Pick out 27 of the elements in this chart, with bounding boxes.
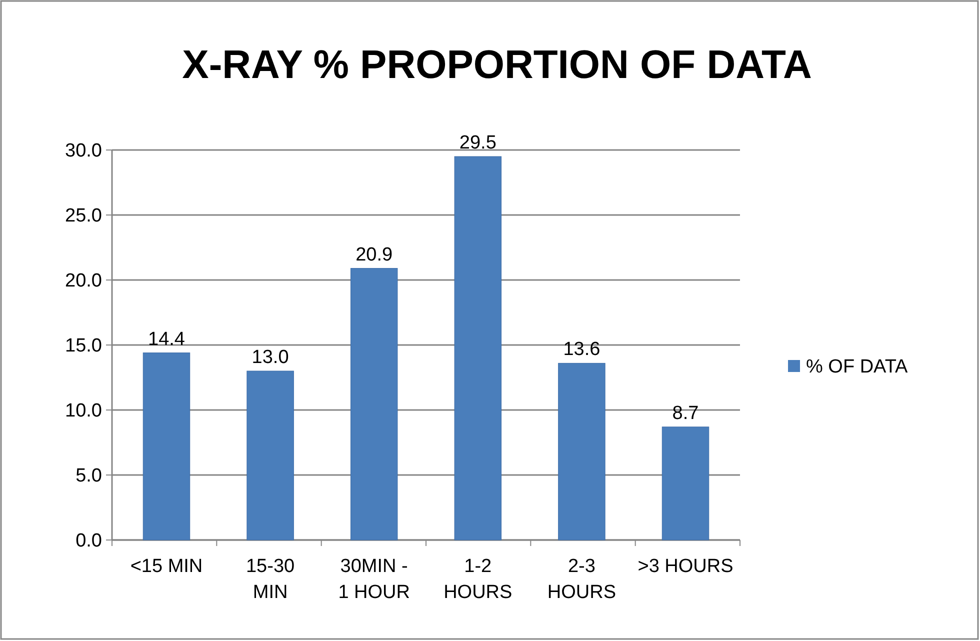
x-tick-label: 15-30 MIN: [246, 556, 295, 603]
x-tick-label: 1-2 HOURS: [444, 556, 512, 603]
y-tick-label: 15.0: [65, 336, 102, 357]
bar: [246, 370, 294, 540]
y-tick-label: 25.0: [65, 206, 102, 227]
bar: [454, 156, 502, 540]
chart-title: X-RAY % PROPORTION OF DATA: [182, 43, 812, 87]
data-label: 13.6: [563, 339, 600, 360]
y-tick-label: 0.0: [76, 530, 102, 552]
y-tick-label: 20.0: [65, 270, 102, 292]
y-tick-label: 10.0: [65, 400, 102, 422]
x-tick-label: 30MIN - 1 HOUR: [338, 556, 410, 603]
data-label: 14.4: [148, 328, 186, 350]
x-tick-label: 2-3 HOURS: [547, 556, 616, 603]
y-tick-label: 5.0: [76, 466, 102, 487]
x-tick-label: <15 MIN: [130, 556, 203, 577]
bar: [350, 268, 398, 540]
data-label: 29.5: [459, 132, 496, 154]
y-tick-label: 30.0: [65, 140, 102, 162]
data-label: 13.0: [252, 347, 289, 368]
legend-label: % OF DATA: [806, 356, 908, 378]
data-label: 20.9: [356, 244, 393, 266]
x-tick-label: >3 HOURS: [638, 556, 734, 577]
bar: [558, 362, 606, 540]
bar: [142, 352, 190, 540]
data-label: 8.7: [672, 402, 699, 424]
bar: [662, 426, 710, 540]
